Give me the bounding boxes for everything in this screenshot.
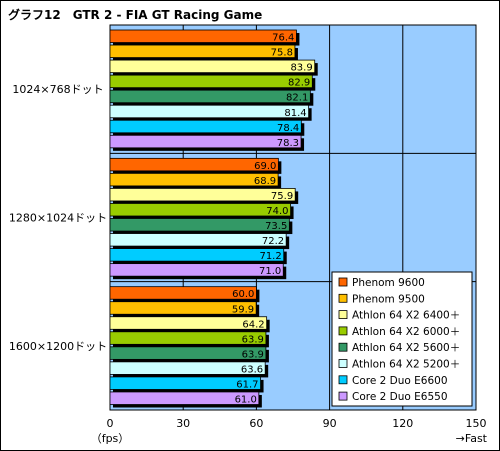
category-label: 1280×1024ドット [9,212,107,225]
legend-label: Phenom 9600 [352,277,425,289]
legend-swatch [338,326,348,336]
bar-value-label: 59.9 [232,304,254,315]
bar [109,376,261,390]
bar [109,248,285,262]
bar-value-label: 78.4 [277,123,299,134]
bar [109,346,267,360]
x-tick-label: 0 [107,417,114,430]
x-axis-label: （fps） [91,432,130,445]
bar-value-label: 61.7 [236,379,258,390]
bar-value-label: 63.6 [241,364,263,375]
bar [109,391,260,405]
bar [109,263,284,277]
x-axis-direction-note: →Fast [456,432,488,445]
legend-label: Athlon 64 X2 5600＋ [352,342,460,354]
bar-value-label: 75.8 [271,48,293,59]
x-tick-label: 90 [323,417,337,430]
x-axis-ticks: 0 30 60 90 120 150 [107,417,487,430]
bar-value-label: 60.0 [232,289,254,300]
legend-label: Athlon 64 X2 5200＋ [352,359,460,371]
bar-value-label: 61.0 [235,395,257,406]
bar [109,119,302,134]
legend-swatch [338,293,348,303]
bar [109,74,313,89]
bar-value-label: 83.9 [290,63,312,74]
legend-swatch [338,310,348,320]
bar [109,44,296,58]
bar [109,218,290,232]
bar-value-label: 82.1 [286,93,308,104]
legend-label: Core 2 Duo E6550 [352,391,448,403]
bar-value-label: 75.9 [271,191,293,202]
legend-swatch [338,342,348,352]
bar-value-label: 71.0 [259,266,281,277]
x-tick-label: 150 [466,417,487,430]
legend-swatch [338,359,348,368]
bar [109,361,266,375]
legend: Phenom 9600 Phenom 9500 Athlon 64 X2 6400＋… [331,271,473,407]
bar-value-label: 63.9 [242,334,264,345]
bar [109,89,311,104]
bar-value-label: 68.9 [254,176,276,187]
bar [109,59,316,74]
category-label: 1024×768ドット [12,83,103,96]
category-label: 1600×1200ドット [9,340,107,353]
chart-title: グラフ12 GTR 2 - FIA GT Racing Game [8,7,262,22]
legend-swatch [338,391,348,401]
bar-value-label: 82.9 [288,78,310,89]
x-tick-label: 30 [176,417,190,430]
bar-value-label: 81.4 [284,108,306,119]
legend-box [331,271,473,407]
bar [109,203,291,217]
bar [109,233,287,247]
bar [109,172,279,187]
bar [109,157,279,172]
bars-layer [109,29,318,408]
x-tick-label: 60 [249,417,263,430]
value-labels-layer: 76.4 75.8 83.9 82.9 82.1 81.4 78.4 78.3 69.0 68.9… [232,33,313,406]
bar-value-label: 76.4 [272,33,294,44]
legend-label: Core 2 Duo E6600 [352,375,448,387]
bar-value-label: 78.3 [277,138,299,149]
bar-value-label: 64.2 [242,319,264,330]
bar [109,316,268,330]
bar [109,301,257,315]
bar-value-label: 74.0 [266,206,288,217]
legend-swatch [338,277,348,287]
bar-value-label: 69.0 [254,161,276,172]
bar-value-label: 72.2 [262,236,284,247]
bar-value-label: 73.5 [265,221,287,232]
bar [109,29,297,43]
bar [109,104,310,119]
bar-value-label: 63.9 [242,349,264,360]
bar [109,331,267,345]
bar [109,134,302,149]
bar-value-label: 71.2 [259,251,281,262]
x-tick-label: 120 [392,417,413,430]
legend-swatch [338,375,348,385]
bar [109,188,296,202]
legend-label: Athlon 64 X2 6400＋ [352,310,460,322]
legend-label: Athlon 64 X2 6000＋ [352,326,460,338]
category-labels-layer: 1024×768ドット 1280×1024ドット 1600×1200ドット [9,83,107,353]
legend-label: Phenom 9500 [352,293,425,305]
bar [109,286,257,300]
